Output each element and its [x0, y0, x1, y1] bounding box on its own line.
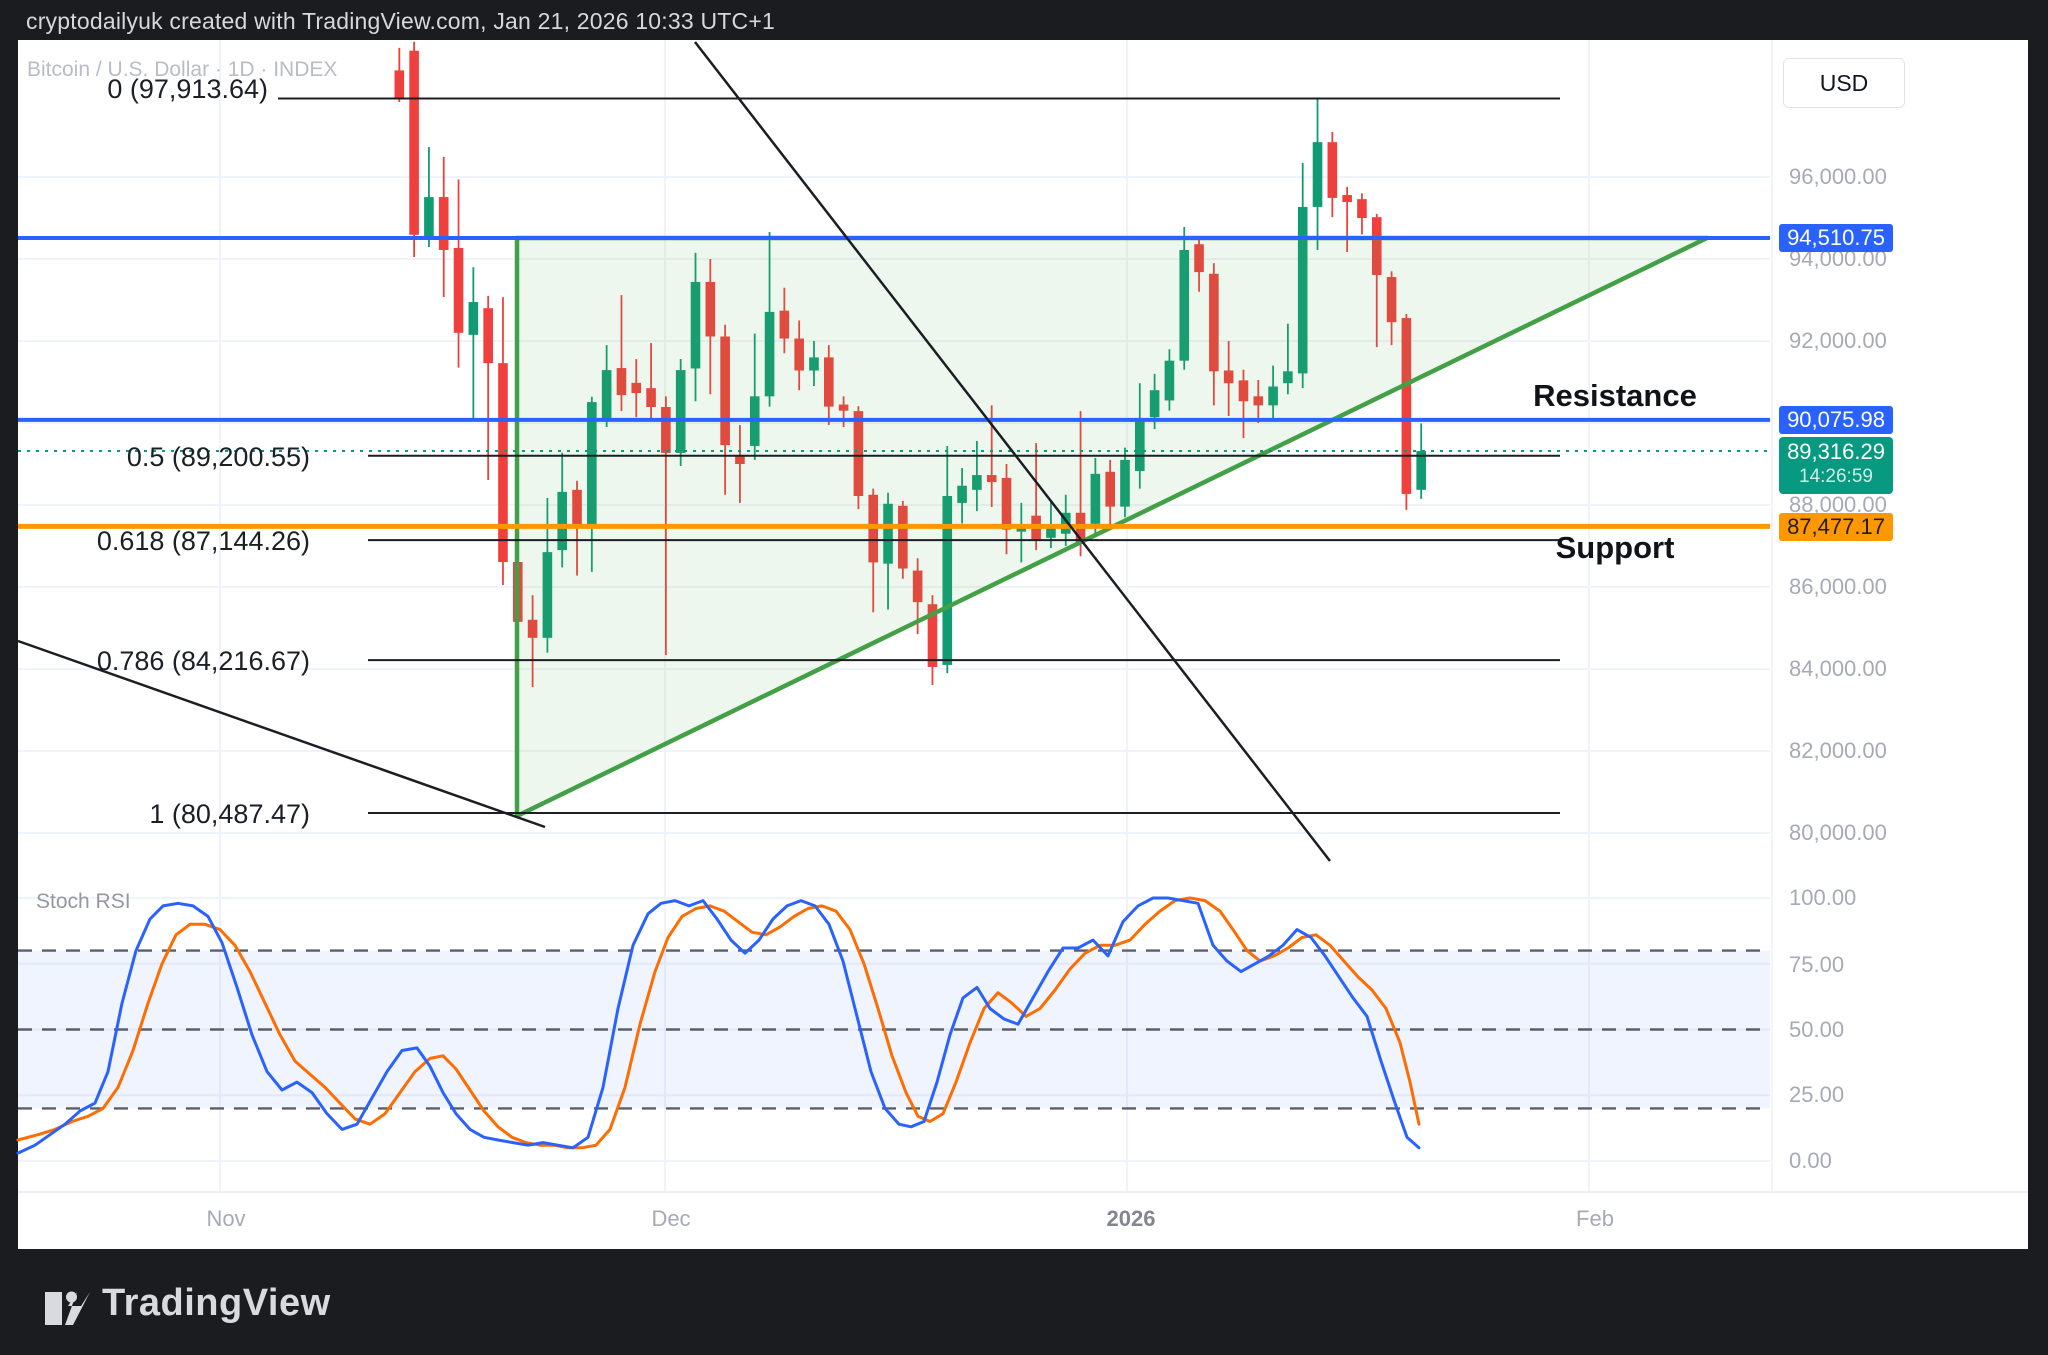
stoch-tick-25: 25.00 [1789, 1082, 1845, 1107]
horizontal-price-lines [18, 236, 1770, 529]
header-bar: cryptodailyuk created with TradingView.c… [0, 0, 2048, 40]
price-tick-82000: 82,000.00 [1789, 738, 1887, 763]
symbol-title[interactable]: Bitcoin / U.S. Dollar · 1D · INDEX [27, 58, 338, 81]
fib-label-0-786: 0.786 (84,216.67) [96, 646, 310, 676]
axis-month-dec: Dec [651, 1206, 691, 1231]
trendlines [17, 41, 1331, 862]
attribution-text: cryptodailyuk created with TradingView.c… [26, 8, 775, 34]
resistance-label: Resistance [1533, 378, 1697, 413]
price-tick-84000: 84,000.00 [1789, 656, 1887, 681]
support-label: Support [1555, 530, 1675, 565]
stoch-tick-100: 100.00 [1789, 885, 1857, 910]
fib-label-0-618: 0.618 (87,144.26) [96, 526, 310, 556]
axis-month-feb: Feb [1576, 1206, 1614, 1231]
currency-scale-button[interactable]: USD [1783, 58, 1905, 108]
fib-label-1: 1 (80,487.47) [149, 799, 310, 829]
price-tick-80000: 80,000.00 [1789, 820, 1887, 845]
price-tick-96000: 96,000.00 [1789, 164, 1887, 189]
last-price-badge: 89,316.29 14:26:59 [1779, 437, 1893, 494]
resistance-badge: 90,075.98 [1779, 406, 1893, 434]
price-tick-86000: 86,000.00 [1789, 574, 1887, 599]
price-tick-88000: 88,000.00 [1789, 492, 1887, 517]
fibonacci-lines [278, 97, 1560, 815]
tradingview-logo-icon[interactable] [44, 1286, 96, 1332]
stoch-tick-0: 0.00 [1789, 1148, 1832, 1173]
gridlines [18, 40, 2028, 1193]
candle-countdown: 14:26:59 [1799, 466, 1873, 487]
axis-year-2026: 2026 [1106, 1206, 1156, 1231]
tradingview-brand-text[interactable]: TradingView [102, 1282, 331, 1324]
triangle-apex-badge: 94,510.75 [1779, 224, 1893, 252]
stoch-rsi-title[interactable]: Stoch RSI [36, 890, 131, 913]
footer-bar [0, 1250, 2048, 1355]
axis-month-nov: Nov [206, 1206, 246, 1231]
fib-label-0-5: 0.5 (89,200.55) [126, 442, 310, 472]
fib-label-0: 0 (97,913.64) [107, 74, 268, 104]
stoch-band [18, 949, 1770, 1110]
price-tick-92000: 92,000.00 [1789, 328, 1887, 353]
chart-panel [18, 40, 2028, 1249]
stoch-rsi-lines [16, 896, 1421, 1155]
stoch-tick-75: 75.00 [1789, 952, 1845, 977]
support-badge: 87,477.17 [1779, 513, 1893, 541]
stoch-tick-50: 50.00 [1789, 1017, 1845, 1042]
last-price-value: 89,316.29 [1787, 439, 1885, 464]
